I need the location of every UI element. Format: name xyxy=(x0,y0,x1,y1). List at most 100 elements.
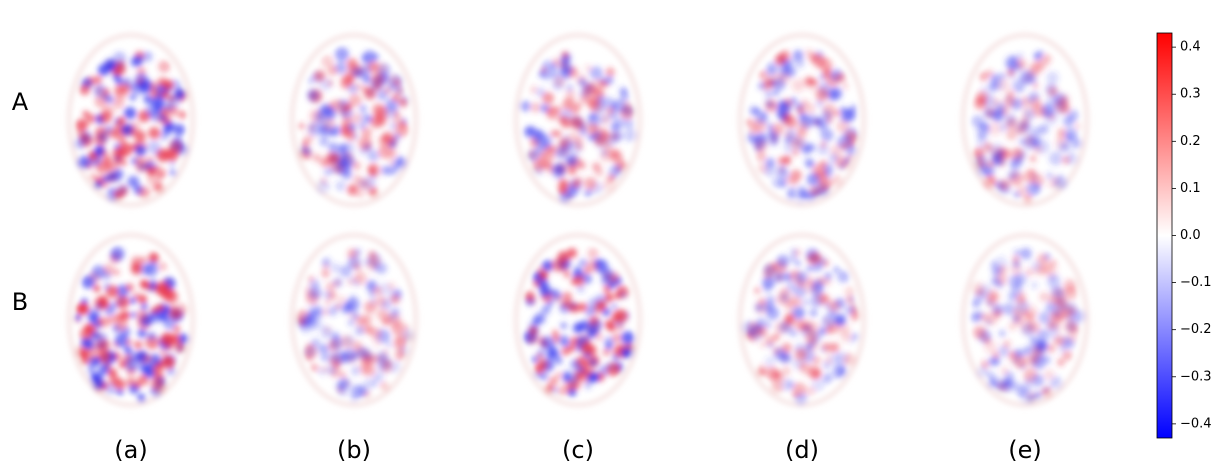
blob xyxy=(568,388,576,396)
blob xyxy=(322,258,331,267)
blob xyxy=(307,89,318,100)
blob xyxy=(329,101,336,108)
blob xyxy=(999,179,1010,190)
blob xyxy=(844,306,853,315)
blob xyxy=(594,135,605,146)
blob xyxy=(554,163,564,173)
blob xyxy=(160,349,166,355)
blob xyxy=(843,161,852,170)
blob xyxy=(87,366,96,375)
blob xyxy=(171,309,182,320)
blob xyxy=(790,248,798,256)
blob xyxy=(579,94,588,103)
blob xyxy=(145,103,158,116)
blob xyxy=(74,138,85,149)
blob xyxy=(980,313,988,321)
blob xyxy=(135,382,141,388)
blob xyxy=(587,248,598,259)
blob xyxy=(369,188,379,198)
blob xyxy=(558,335,569,346)
error-map xyxy=(963,35,1087,205)
row-label: B xyxy=(12,288,28,316)
colorbar-tick-label: 0.4 xyxy=(1180,40,1201,55)
blob xyxy=(134,341,142,349)
blob xyxy=(321,269,329,277)
blob xyxy=(615,309,628,322)
blob xyxy=(113,269,120,276)
blob xyxy=(827,89,839,101)
blob xyxy=(598,80,605,87)
blob xyxy=(822,260,829,267)
blob xyxy=(812,79,818,85)
blob xyxy=(777,164,787,174)
blob xyxy=(363,76,371,84)
blob xyxy=(976,288,984,296)
blob xyxy=(114,143,121,150)
blob xyxy=(783,272,790,279)
blob xyxy=(321,355,327,361)
blob xyxy=(161,91,169,99)
blob xyxy=(1039,292,1048,301)
blob xyxy=(769,137,778,146)
blob xyxy=(78,303,89,314)
blob xyxy=(147,141,160,154)
blob xyxy=(1024,377,1031,384)
blob xyxy=(830,342,840,352)
blob xyxy=(621,331,634,344)
blob xyxy=(1033,83,1039,89)
blob xyxy=(539,372,548,381)
figure: AB(a)(b)(c)(d)(e)0.40.30.20.10.0−0.1−0.2… xyxy=(0,0,1225,470)
blob xyxy=(1035,340,1047,352)
blob xyxy=(810,309,818,317)
blob xyxy=(335,181,346,192)
blob xyxy=(809,185,819,195)
blob xyxy=(779,322,791,334)
blob xyxy=(540,286,551,297)
blob xyxy=(805,331,817,343)
blob xyxy=(307,275,314,282)
blob xyxy=(323,291,332,300)
blob xyxy=(592,162,601,171)
blob xyxy=(773,347,781,355)
blob xyxy=(164,123,172,131)
blob xyxy=(162,356,175,369)
blob xyxy=(1026,392,1038,404)
blob xyxy=(298,122,305,129)
blob xyxy=(998,266,1007,275)
blob xyxy=(999,330,1006,337)
blob xyxy=(568,141,582,155)
blob xyxy=(99,111,111,123)
blob xyxy=(144,95,152,103)
blob xyxy=(174,89,185,100)
error-map xyxy=(516,35,640,205)
blob xyxy=(1041,387,1052,398)
blob xyxy=(136,309,148,321)
blob xyxy=(770,263,777,270)
blob xyxy=(1044,253,1051,260)
blob xyxy=(1057,141,1069,153)
blob xyxy=(369,170,375,176)
blob xyxy=(135,160,148,173)
blob xyxy=(977,366,989,378)
blob xyxy=(328,142,338,152)
blob xyxy=(801,99,809,107)
blob xyxy=(610,132,619,141)
blob xyxy=(147,166,156,175)
blob xyxy=(836,73,845,82)
colorbar-tick-label: −0.1 xyxy=(1180,275,1212,290)
blob xyxy=(1048,295,1058,305)
blob xyxy=(806,265,813,272)
blob xyxy=(987,176,996,185)
blob xyxy=(1014,249,1021,256)
blob xyxy=(158,61,170,73)
blob xyxy=(530,86,538,94)
blob xyxy=(310,321,320,331)
blob xyxy=(533,165,544,176)
blob xyxy=(179,334,189,344)
blob xyxy=(773,334,780,341)
blob xyxy=(987,358,995,366)
blob xyxy=(125,283,134,292)
blob xyxy=(1071,326,1079,334)
blob xyxy=(365,325,374,334)
blob xyxy=(973,326,986,339)
